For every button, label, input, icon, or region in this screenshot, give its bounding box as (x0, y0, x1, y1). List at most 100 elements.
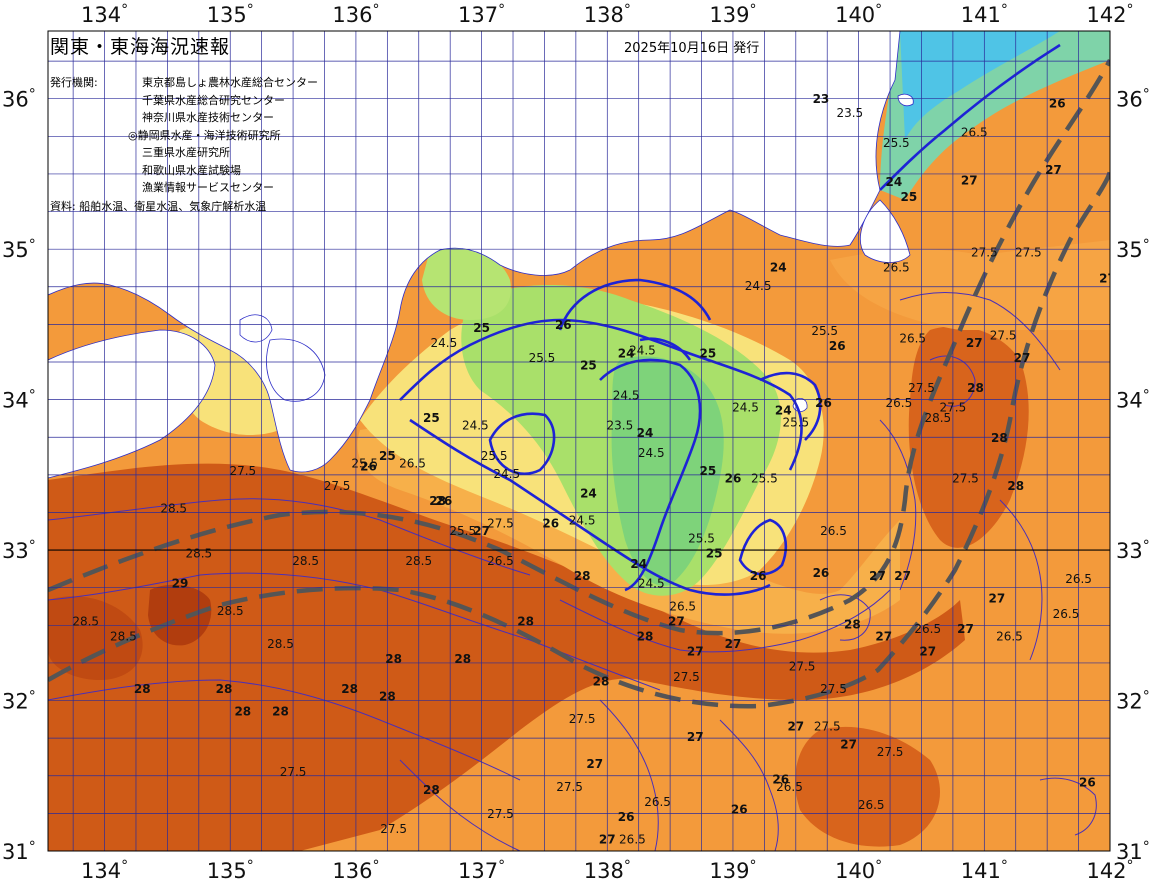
isotherm-label: 26 (829, 339, 846, 353)
cold-zone-deep (900, 31, 1060, 140)
data-source: 資料: 船舶水温、衛星水温、気象庁解析水温 (50, 200, 267, 213)
isotherm-label: 28 (593, 674, 610, 688)
isotherm-label: 25.5 (449, 524, 476, 538)
longitude-label: 136° (332, 858, 379, 882)
isotherm-label: 27 (989, 592, 1006, 606)
latitude-label: 33° (2, 538, 36, 563)
map-border (47, 30, 1111, 852)
isotherm-label: 27 (586, 757, 603, 771)
isotherm-label: 28 (429, 494, 446, 508)
isotherm-label: 28 (234, 705, 251, 719)
isotherm-label: 27.5 (940, 401, 967, 415)
isotherm-label: 26 (360, 459, 377, 473)
longitude-label: 139° (709, 858, 756, 882)
isotherm-label: 26.5 (1065, 572, 1092, 586)
latitude-label: 35° (1116, 237, 1150, 262)
latitude-label: 36° (1116, 87, 1150, 112)
longitude-label: 135° (207, 858, 254, 882)
latitude-label: 35° (2, 237, 36, 262)
agency-item: 漁業情報サービスセンター (142, 181, 274, 194)
isotherm-label: 25.5 (529, 351, 556, 365)
isotherm-label: 27 (1045, 163, 1062, 177)
longitude-label: 142° (1086, 858, 1133, 882)
isotherm-label: 26.5 (399, 456, 426, 470)
isotherm-label: 25.5 (782, 416, 809, 430)
isotherm-label: 23.5 (836, 106, 863, 120)
longitude-labels-bottom: 134° 135° 136° 137° 138° 139° 140° 141° 142° (81, 858, 1134, 883)
land-awaji (239, 314, 273, 343)
isotherm-label: 24 (637, 426, 654, 440)
longitude-label: 134° (81, 858, 128, 882)
longitude-label: 137° (458, 858, 505, 882)
isotherm-label: 28 (134, 682, 151, 696)
longitude-label: 140° (835, 858, 882, 882)
isotherm-label: 25 (473, 321, 490, 335)
isotherm-label: 27.5 (952, 471, 979, 485)
agency-label: 発行機関: (50, 76, 98, 89)
latitude-labels-right: 36° 35° 34° 33° 32° 31° (1116, 87, 1150, 864)
warm-band-kuroshio (48, 463, 965, 851)
longitude-label: 135° (207, 2, 254, 27)
isotherm-label: 28.5 (267, 637, 294, 651)
latitude-label: 32° (1116, 689, 1150, 714)
isotherm-label: 23 (813, 92, 830, 106)
isotherm-label: 25.5 (351, 456, 378, 470)
isotherm-label: 28 (272, 705, 289, 719)
isotherm-label: 27.5 (814, 720, 841, 734)
isotherm-label: 28.5 (185, 547, 212, 561)
isotherm-label: 27.5 (990, 328, 1017, 342)
isotherm-label: 28.5 (217, 604, 244, 618)
isotherm-label: 27.5 (487, 517, 514, 531)
isotherm-label: 25.5 (481, 449, 508, 463)
isotherm-label: 24.5 (462, 419, 489, 433)
isotherm-label: 28.5 (72, 614, 99, 628)
longitude-label: 137° (458, 2, 505, 27)
isotherm-label: 26.5 (487, 554, 514, 568)
isotherm-label: 25 (699, 464, 716, 478)
isotherm-label: 26.5 (644, 795, 671, 809)
longitude-label: 139° (709, 2, 756, 27)
land-kii-tip (266, 338, 326, 402)
isotherm-label: 27 (840, 738, 857, 752)
isotherm-label: 25.5 (688, 532, 715, 546)
isotherm-label: 25 (901, 190, 918, 204)
longitude-label: 136° (332, 2, 379, 27)
isotherm-label: 27 (599, 832, 616, 846)
isotherm-label: 27 (966, 336, 983, 350)
isotherm-label: 29 (172, 577, 189, 591)
isotherm-label: 24.5 (732, 401, 759, 415)
latitude-label: 36° (2, 87, 36, 112)
isotherm-label: 26.5 (858, 798, 885, 812)
isotherm-label: 24.5 (629, 343, 656, 357)
isotherm-label: 27 (725, 637, 742, 651)
isotherm-label: 26 (772, 772, 789, 786)
agency-item: 三重県水産研究所 (142, 146, 230, 159)
isotherm-label: 28 (216, 682, 233, 696)
isotherm-label: 26.5 (885, 396, 912, 410)
isotherm-label: 28 (454, 652, 471, 666)
isotherm-label: 27 (787, 720, 804, 734)
isotherm-label: 28 (844, 617, 861, 631)
isotherm-label: 24 (580, 486, 597, 500)
isotherm-label: 28 (1007, 479, 1024, 493)
isotherm-label: 27 (919, 644, 936, 658)
isotherm-label: 27 (1014, 351, 1031, 365)
longitude-label: 141° (961, 2, 1008, 27)
isotherm-label: 26.5 (899, 331, 926, 345)
page-title: 関東・東海海況速報 (50, 36, 231, 58)
isotherm-label: 25 (699, 346, 716, 360)
isotherm-label: 27.5 (971, 246, 998, 260)
isotherm-label: 27.5 (1015, 246, 1042, 260)
isotherm-label: 27 (687, 644, 704, 658)
isotherm-label: 24.5 (569, 514, 596, 528)
latitude-label: 33° (1116, 538, 1150, 563)
isotherm-label: 26.5 (820, 524, 847, 538)
isotherm-label: 26.5 (776, 780, 803, 794)
isotherm-label: 28.5 (405, 554, 432, 568)
land-shikoku (48, 329, 216, 479)
isotherm-label: 28 (967, 381, 984, 395)
isotherm-label: 27.5 (229, 464, 256, 478)
isotherm-label: 26 (1049, 97, 1066, 111)
